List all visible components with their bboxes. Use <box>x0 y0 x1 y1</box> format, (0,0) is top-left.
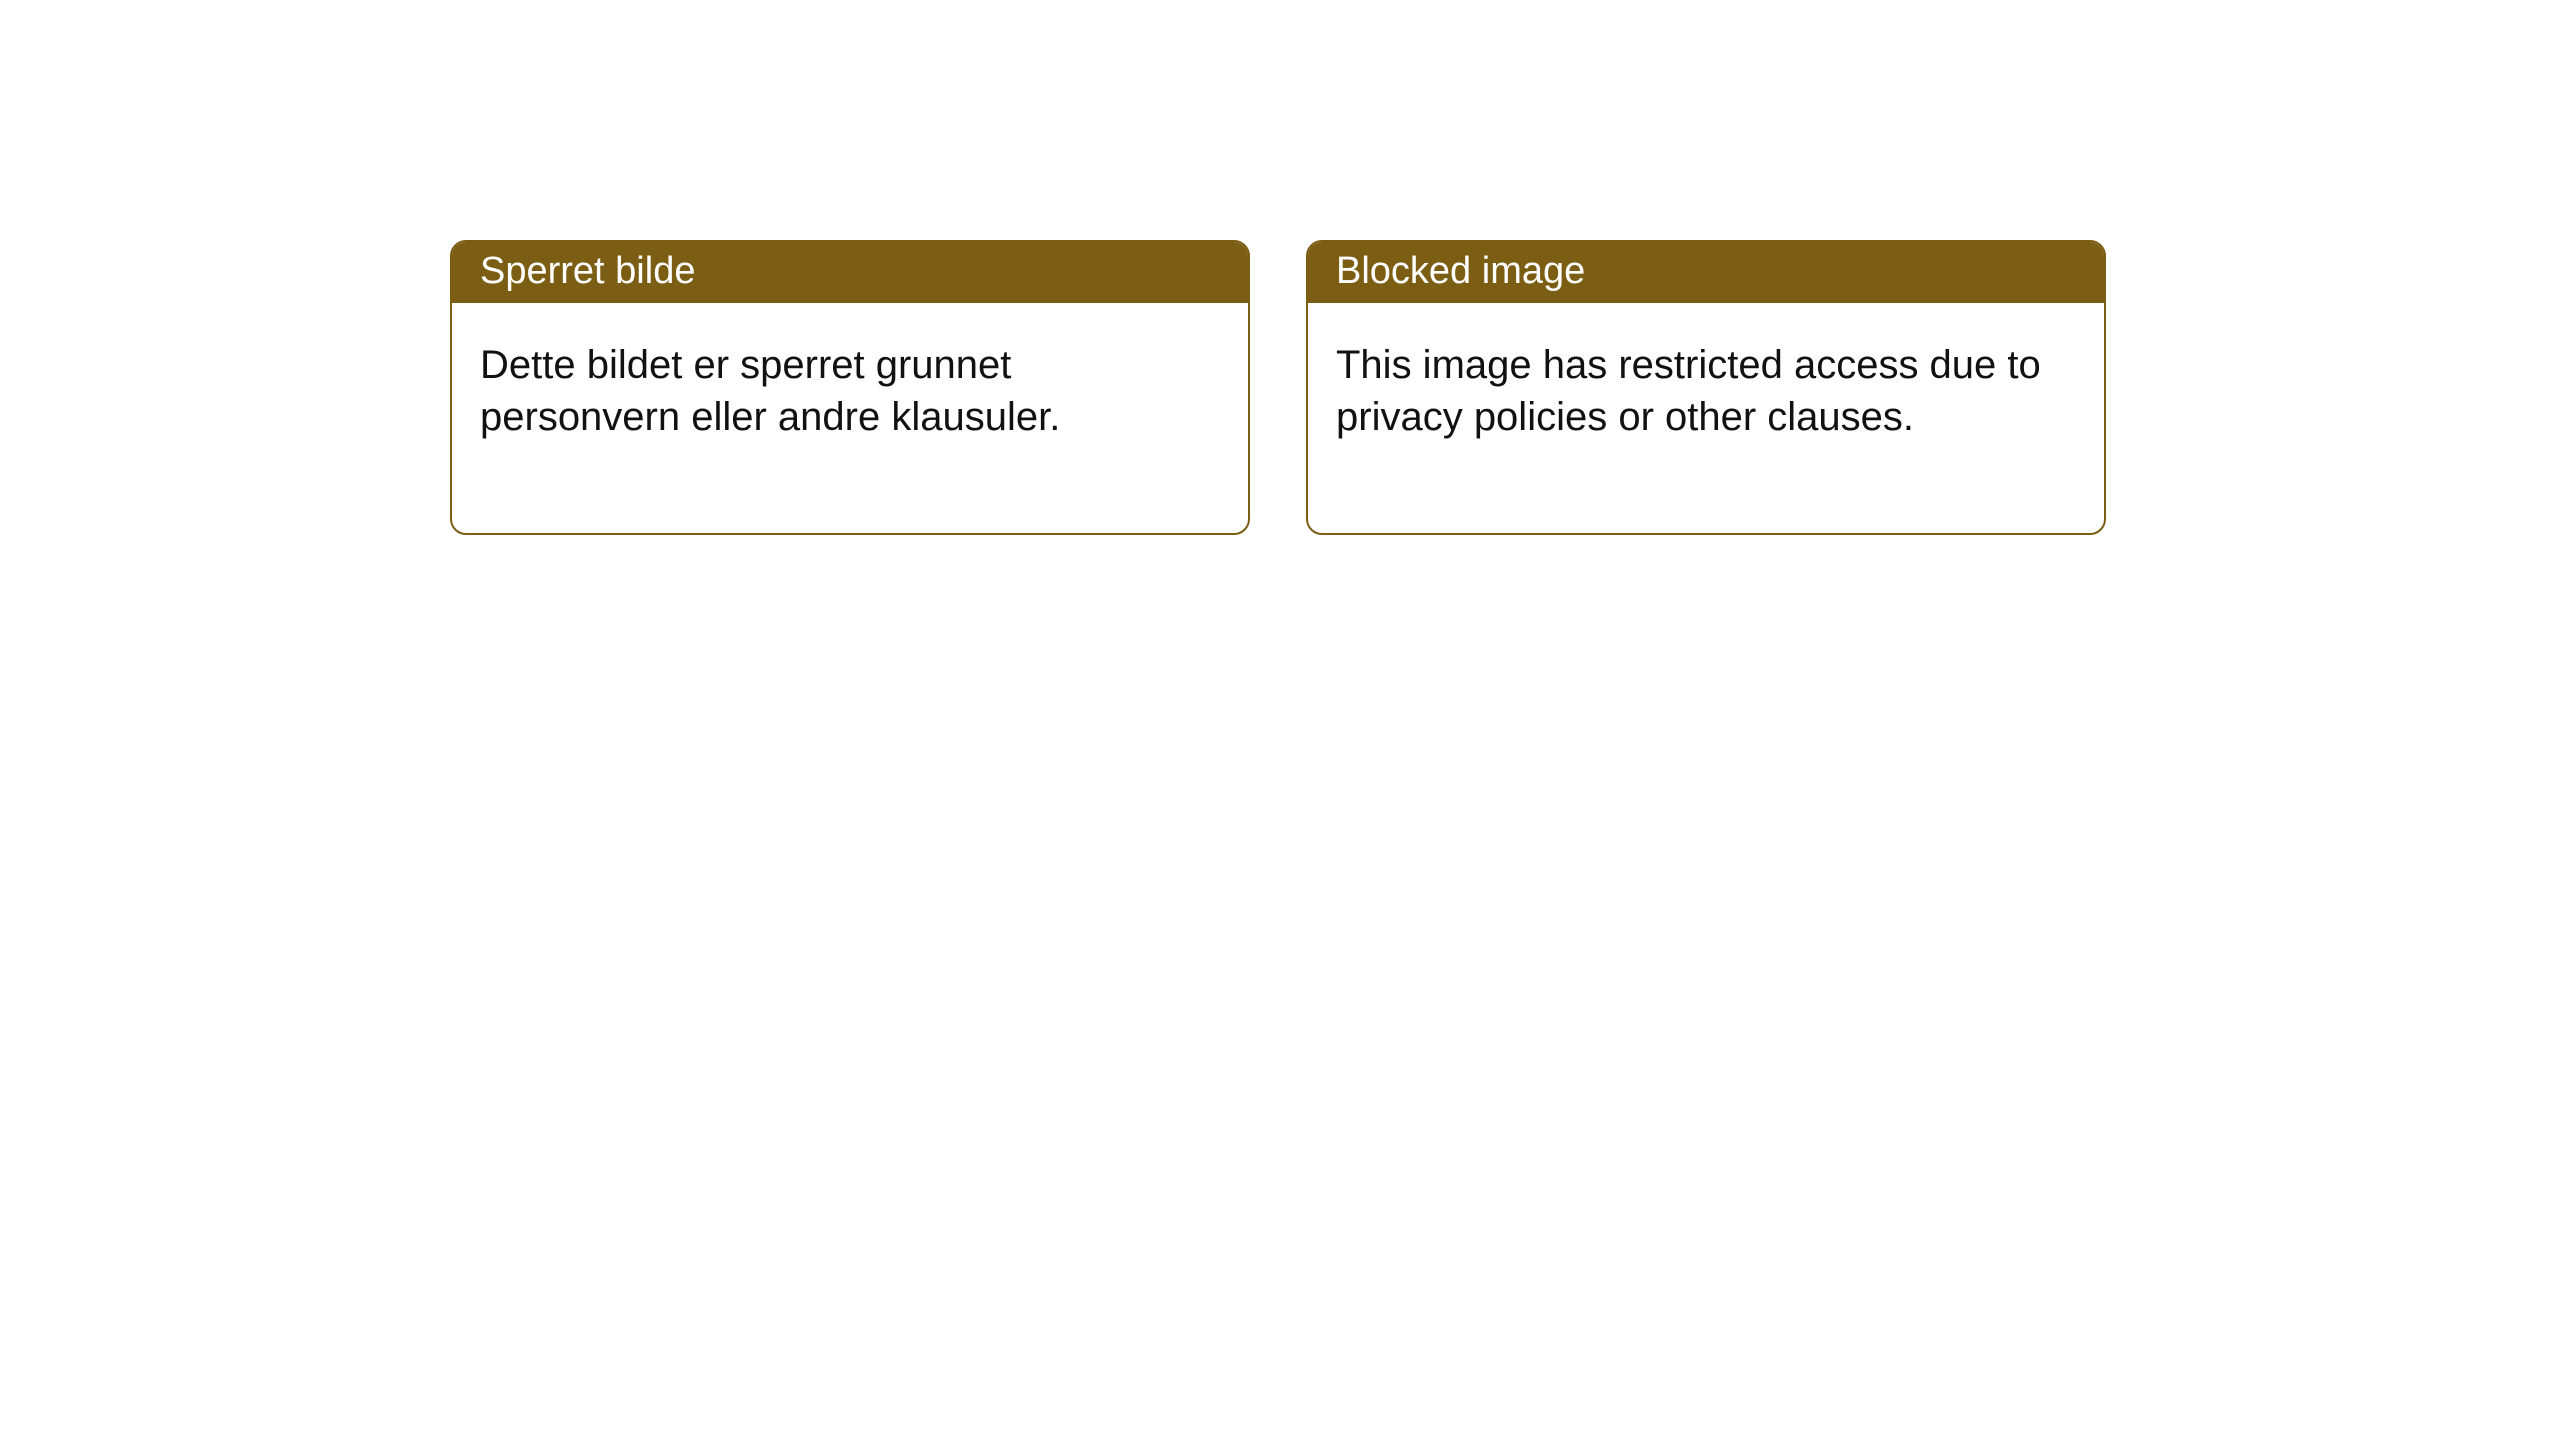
notice-body: This image has restricted access due to … <box>1308 303 2104 533</box>
notice-card-norwegian: Sperret bilde Dette bildet er sperret gr… <box>450 240 1250 535</box>
notice-container: Sperret bilde Dette bildet er sperret gr… <box>450 240 2106 535</box>
notice-title: Sperret bilde <box>452 242 1248 303</box>
notice-title: Blocked image <box>1308 242 2104 303</box>
notice-body: Dette bildet er sperret grunnet personve… <box>452 303 1248 533</box>
notice-card-english: Blocked image This image has restricted … <box>1306 240 2106 535</box>
